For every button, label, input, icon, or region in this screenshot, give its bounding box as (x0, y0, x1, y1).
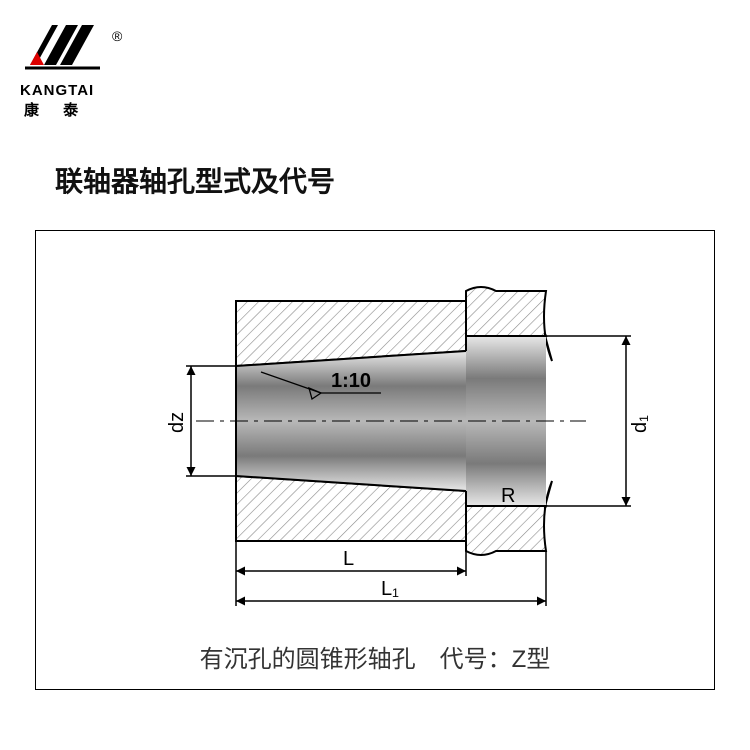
svg-text:d₁: d₁ (629, 415, 651, 433)
page-title: 联轴器轴孔型式及代号 (55, 160, 335, 200)
svg-text:L₁: L₁ (381, 578, 399, 600)
svg-text:R: R (501, 485, 515, 507)
diagram-caption: 有沉孔的圆锥形轴孔 代号：Z型 (36, 639, 714, 674)
brand-name-cn: 康 泰 (24, 99, 105, 120)
brand-name-en: KANGTAI (20, 82, 105, 99)
brand-logo-icon (20, 20, 105, 75)
svg-text:1:10: 1:10 (331, 370, 371, 392)
brand-logo-block: ® KANGTAI 康 泰 (20, 20, 105, 120)
technical-drawing: 1:10 dz d₁ R L L₁ (36, 241, 716, 641)
diagram-frame: 1:10 dz d₁ R L L₁ 有沉孔的圆锥形轴孔 代号：Z型 (35, 230, 715, 690)
svg-text:dz: dz (166, 412, 188, 433)
registered-mark: ® (112, 28, 122, 44)
svg-text:L: L (343, 548, 354, 570)
